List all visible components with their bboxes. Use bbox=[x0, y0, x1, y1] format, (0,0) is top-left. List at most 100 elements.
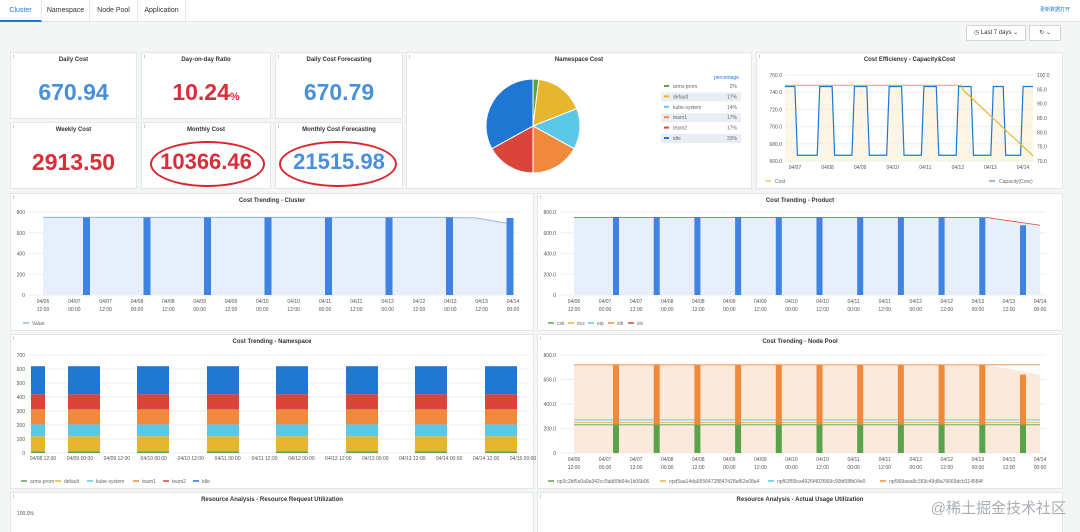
refresh-button[interactable]: ↻ ⌄ bbox=[1029, 25, 1061, 41]
legend-percent: 17% bbox=[727, 126, 738, 132]
legend-label: default bbox=[673, 94, 689, 100]
bar bbox=[897, 364, 904, 425]
bar bbox=[816, 364, 823, 425]
info-icon: i bbox=[13, 195, 15, 201]
legend-label: team2 bbox=[673, 126, 687, 132]
pie-slice bbox=[532, 78, 578, 127]
x-tick-time: 12:00 bbox=[941, 465, 954, 471]
stack-segment bbox=[485, 436, 517, 452]
stack-segment bbox=[485, 394, 517, 410]
bar bbox=[938, 364, 945, 425]
legend-swatch bbox=[664, 85, 669, 87]
x-tick: 04/08 bbox=[821, 165, 834, 171]
stack-segment bbox=[68, 366, 100, 395]
axis-tick: 100.0% bbox=[17, 511, 34, 517]
x-tick-time: 00:00 bbox=[847, 307, 860, 313]
stack-segment bbox=[207, 451, 239, 453]
y-tick: 600.0 bbox=[543, 378, 556, 384]
trend-nodepool-panel: i Cost Trending - Node Pool 800.0 600.0 40… bbox=[537, 334, 1063, 489]
x-tick-date: 04/13 bbox=[972, 457, 985, 463]
top-link[interactable]: 更新数据打开 bbox=[1039, 7, 1070, 13]
trend-namespace-panel: i Cost Trending - Namespace 700 600 500 400… bbox=[10, 334, 536, 489]
stack-segment bbox=[137, 366, 169, 395]
stack-segment bbox=[276, 424, 308, 437]
x-tick-date: 04/13 bbox=[1003, 457, 1016, 463]
y-tick: 800.0 bbox=[543, 353, 556, 359]
legend-percent: 17% bbox=[727, 94, 738, 100]
info-icon: i bbox=[409, 54, 411, 60]
legend-label: arms-prom bbox=[673, 84, 697, 90]
bar bbox=[857, 217, 864, 295]
stack-segment bbox=[68, 451, 100, 453]
info-icon: i bbox=[278, 54, 280, 60]
x-tick-time: 12:00 bbox=[568, 307, 581, 313]
x-tick-time: 00:00 bbox=[1034, 307, 1047, 313]
y-right-tick: 80.0 bbox=[1037, 130, 1047, 136]
legend-label: default bbox=[64, 479, 80, 485]
panel-title: Cost Efficiency - Capacity&Cost bbox=[863, 57, 956, 63]
x-tick-date: 04/12 bbox=[941, 299, 954, 305]
legend-percent: 14% bbox=[727, 105, 738, 111]
stat-daily-cost: i Daily Cost 670.94 bbox=[10, 52, 137, 119]
y-tick: 200 bbox=[17, 423, 26, 429]
line bbox=[574, 216, 1041, 226]
x-tick-date: 04/08 bbox=[131, 299, 144, 305]
x-tick-time: 12:00 bbox=[754, 307, 767, 313]
bar bbox=[979, 364, 986, 425]
bar bbox=[694, 364, 701, 425]
x-tick-time: 00:00 bbox=[661, 465, 674, 471]
x-tick-time: 00:00 bbox=[661, 307, 674, 313]
stack-segment bbox=[68, 394, 100, 410]
tab-namespace[interactable]: Namespace bbox=[42, 0, 90, 22]
y-left-tick: 720.0 bbox=[769, 107, 782, 113]
x-tick-time: 00:00 bbox=[131, 307, 144, 313]
bar bbox=[816, 424, 823, 453]
y-tick: 0 bbox=[22, 451, 25, 457]
stat-unit: % bbox=[229, 91, 240, 103]
bar bbox=[83, 217, 90, 295]
x-tick-time: 00:00 bbox=[785, 307, 798, 313]
panel-title: Cost Trending - Cluster bbox=[238, 198, 306, 204]
info-icon: i bbox=[540, 494, 542, 500]
stack-segment bbox=[207, 366, 239, 395]
x-tick-time: 00:00 bbox=[68, 307, 81, 313]
legend-label: Value bbox=[32, 321, 45, 327]
x-tick-time: 12:00 bbox=[413, 307, 426, 313]
panel-title: Monthly Cost bbox=[187, 127, 225, 133]
info-icon: i bbox=[540, 195, 542, 201]
stack-segment bbox=[31, 394, 45, 410]
stack-segment bbox=[137, 409, 169, 425]
tab-node-pool[interactable]: Node Pool bbox=[90, 0, 138, 22]
info-icon: i bbox=[540, 336, 542, 342]
tab-cluster[interactable]: Cluster bbox=[0, 0, 42, 22]
time-range-picker[interactable]: ◷ Last 7 days ⌄ bbox=[966, 25, 1026, 41]
x-tick-date: 04/10 bbox=[785, 457, 798, 463]
x-tick-date: 04/07 bbox=[68, 299, 81, 305]
x-tick: 04/13 00:00 bbox=[362, 456, 389, 462]
chevron-down-icon: ⌄ bbox=[1013, 30, 1019, 36]
tab-application[interactable]: Application bbox=[138, 0, 186, 22]
bar bbox=[694, 424, 701, 453]
legend-label: idle bbox=[673, 136, 681, 142]
x-tick-date: 04/09 bbox=[754, 299, 767, 305]
legend-label: team1 bbox=[142, 479, 156, 485]
trend-cluster-panel: i Cost Trending - Cluster 800 600 400 200 0 0… bbox=[10, 193, 574, 331]
y-tick: 400.0 bbox=[543, 402, 556, 408]
stat-value: 670.79 bbox=[303, 79, 375, 105]
legend-label: npf969aea9c369c49d8a76669dcb314584f bbox=[889, 479, 983, 485]
x-tick: 04/14 00:00 bbox=[436, 456, 463, 462]
stack-segment bbox=[207, 409, 239, 425]
stack-segment bbox=[276, 451, 308, 453]
legend-swatch bbox=[664, 137, 669, 139]
pie-slice bbox=[532, 125, 575, 174]
x-tick-time: 12:00 bbox=[692, 465, 705, 471]
x-tick: 04/14 12:00 bbox=[473, 456, 500, 462]
x-tick-time: 12:00 bbox=[1003, 307, 1016, 313]
stack-segment bbox=[31, 409, 45, 425]
bar bbox=[325, 217, 332, 295]
stack-segment bbox=[415, 409, 447, 425]
trend-product-panel: i Cost Trending - Product 800.0 600.0 400.… bbox=[537, 193, 1063, 331]
legend-label: kube-system bbox=[96, 479, 124, 485]
x-tick-time: 00:00 bbox=[909, 465, 922, 471]
stack-segment bbox=[346, 436, 378, 452]
